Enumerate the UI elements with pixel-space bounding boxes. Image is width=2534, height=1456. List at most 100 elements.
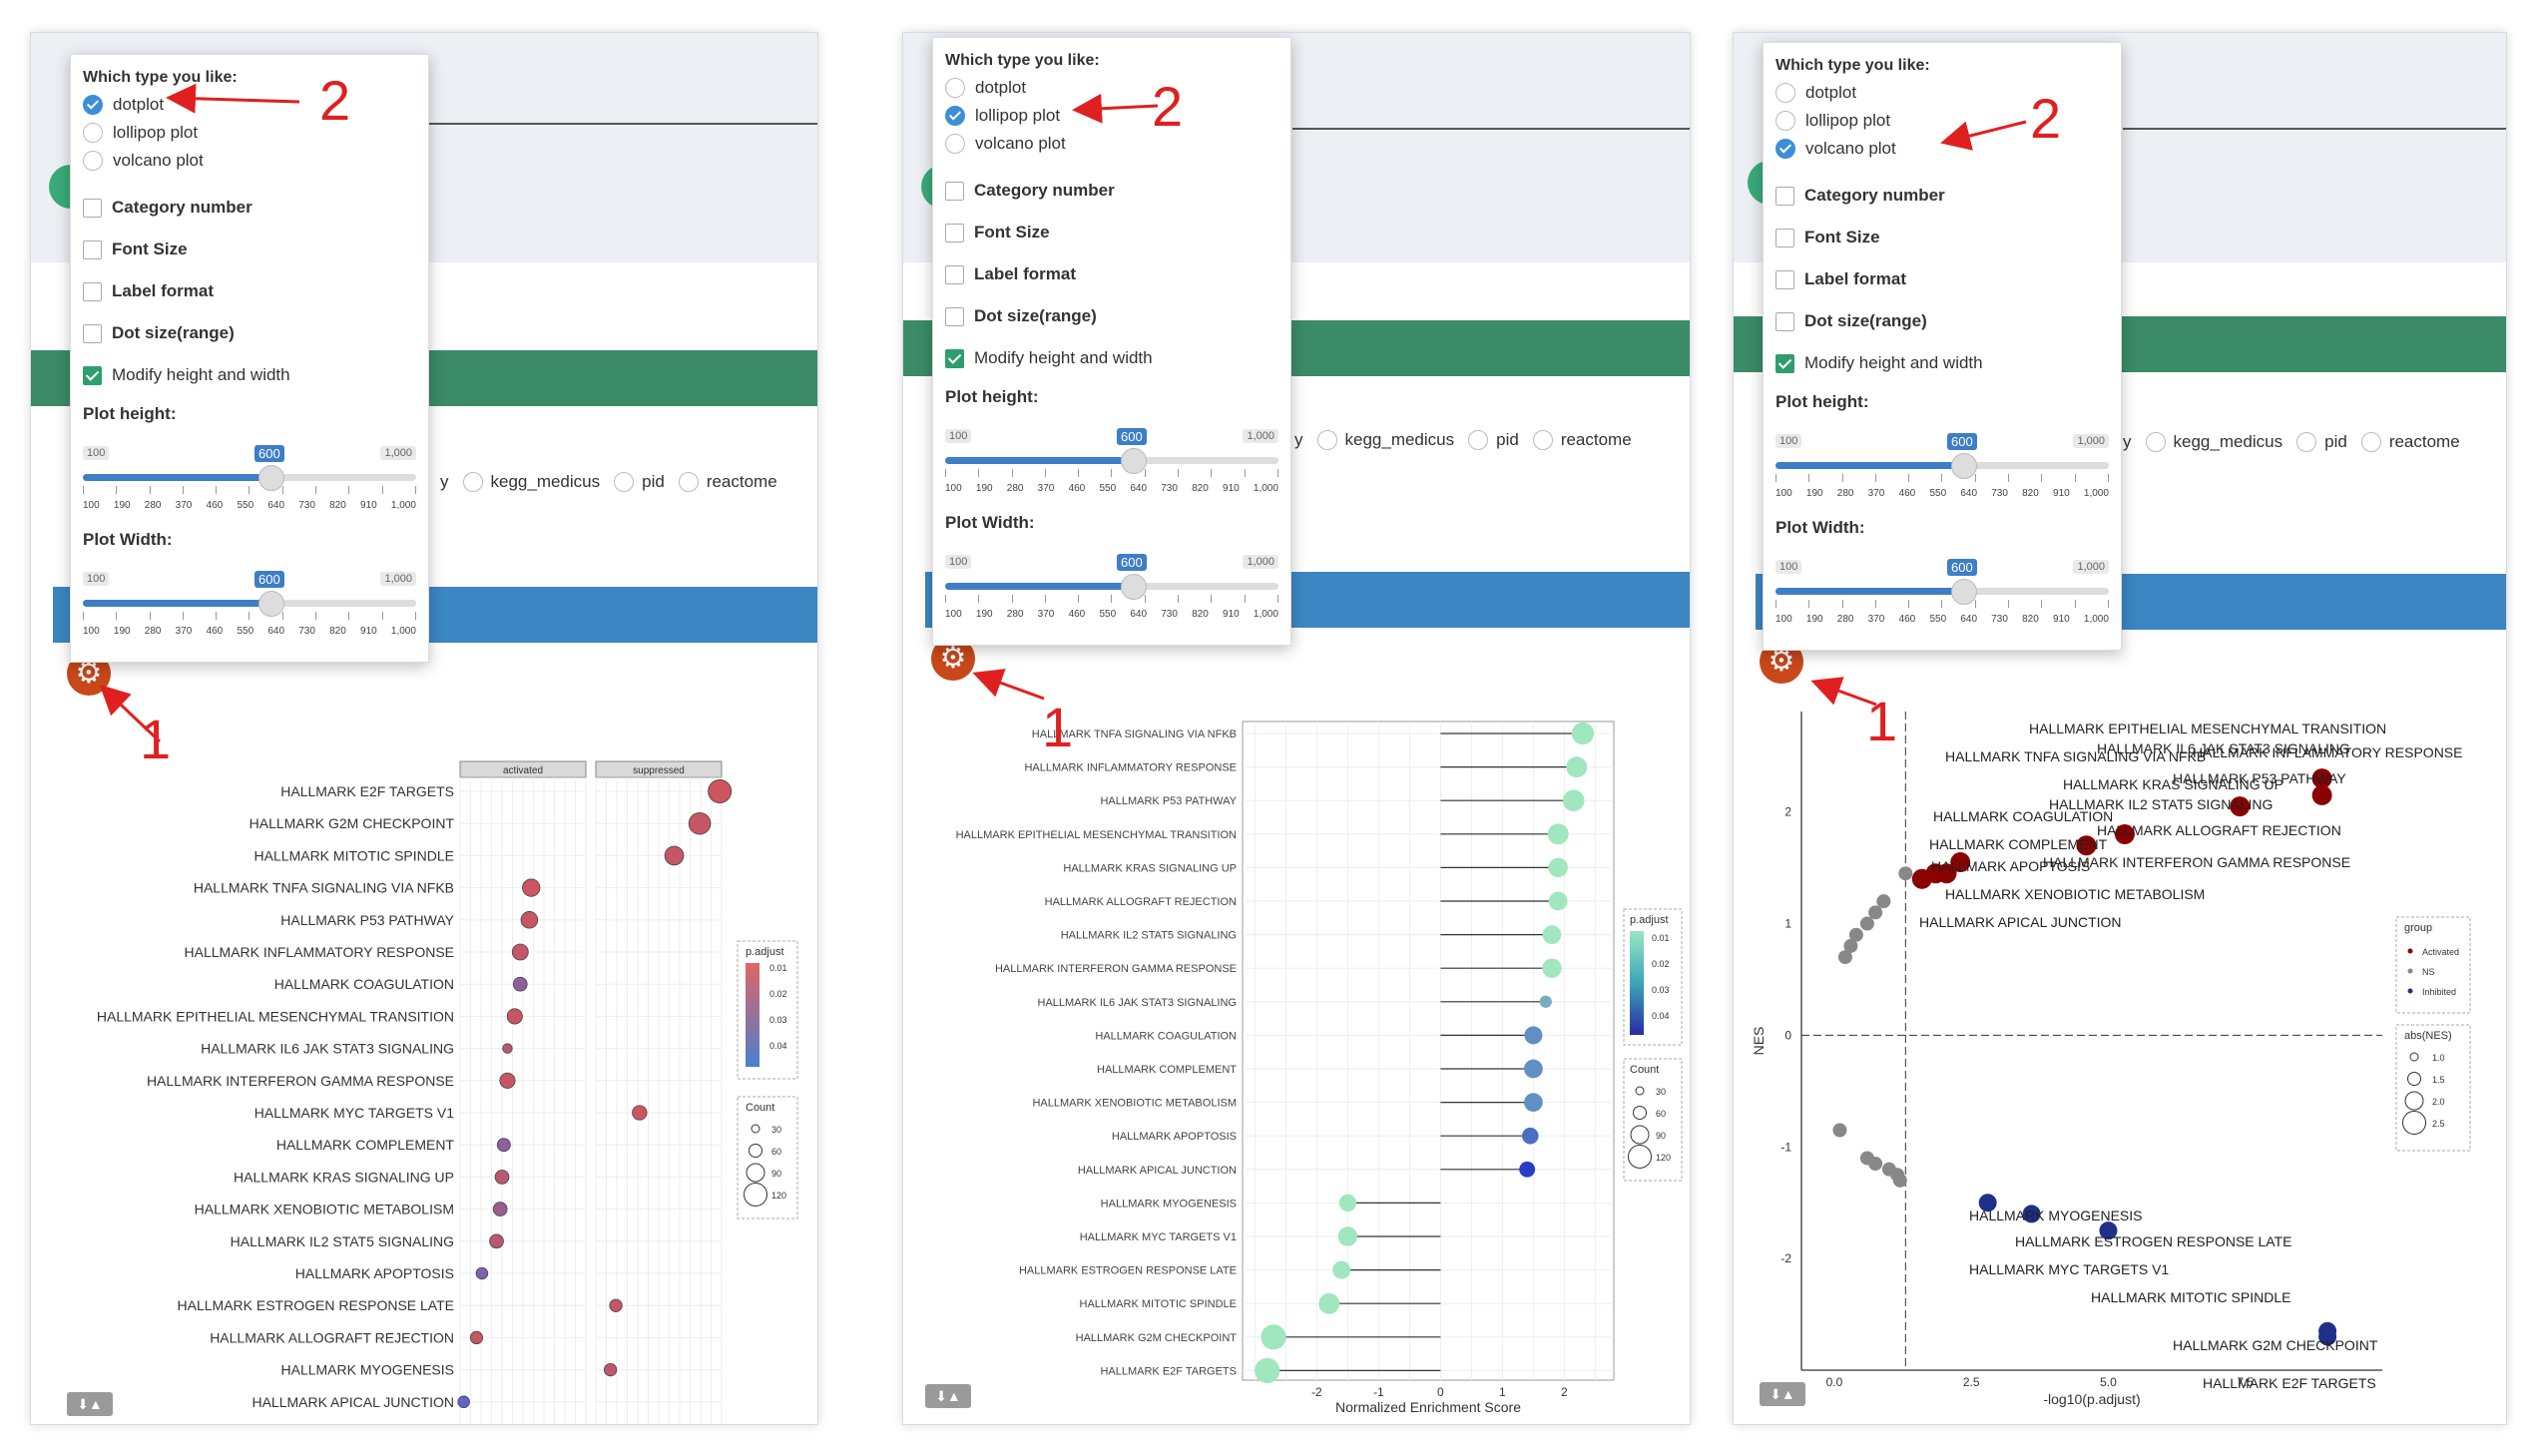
checkbox[interactable] bbox=[83, 198, 102, 218]
data-point bbox=[520, 911, 539, 929]
option-checkbox-0[interactable]: Category number bbox=[1775, 175, 2109, 217]
width-slider[interactable]: Plot Width: 100 1,000 600 100 190 280 370 460 550… bbox=[1775, 518, 2109, 636]
download-icon[interactable]: ⬇▲ bbox=[67, 1392, 113, 1416]
data-point bbox=[664, 845, 685, 866]
legend-tick: 0.01 bbox=[1652, 933, 1670, 943]
radio-pid[interactable] bbox=[1468, 430, 1489, 450]
slider-handle[interactable] bbox=[1121, 448, 1147, 474]
category-label: HALLMARK ESTROGEN RESPONSE LATE bbox=[178, 1297, 454, 1313]
option-checkbox-2[interactable]: Label format bbox=[945, 253, 1278, 295]
slider-ticks bbox=[83, 486, 416, 496]
type-option-0[interactable]: dotplot bbox=[945, 74, 1278, 102]
data-point bbox=[522, 878, 541, 897]
download-icon[interactable]: ⬇▲ bbox=[925, 1384, 971, 1408]
checkbox[interactable] bbox=[83, 365, 102, 385]
category-label: HALLMARK IL2 STAT5 SIGNALING bbox=[231, 1233, 454, 1249]
download-icon[interactable]: ⬇▲ bbox=[1760, 1382, 1805, 1406]
checkbox[interactable] bbox=[945, 181, 964, 201]
activated-point bbox=[2311, 768, 2332, 789]
option-checkbox-4[interactable]: Modify height and width bbox=[83, 354, 416, 396]
type-label: volcano plot bbox=[1805, 139, 1896, 158]
option-checkbox-0[interactable]: Category number bbox=[945, 170, 1278, 212]
data-point bbox=[489, 1233, 504, 1249]
height-slider[interactable]: Plot height: 100 1,000 600 100 190 280 370 460 55… bbox=[83, 404, 416, 522]
checkbox[interactable] bbox=[83, 281, 102, 301]
type-option-0[interactable]: dotplot bbox=[1775, 79, 2109, 107]
radio-kegg[interactable] bbox=[2145, 432, 2166, 452]
option-checkbox-3[interactable]: Dot size(range) bbox=[1775, 300, 2109, 342]
radio-pid[interactable] bbox=[614, 472, 635, 492]
category-label: HALLMARK G2M CHECKPOINT bbox=[250, 815, 455, 831]
option-checkbox-2[interactable]: Label format bbox=[1775, 258, 2109, 300]
type-option-2[interactable]: volcano plot bbox=[1775, 135, 2109, 163]
ns-point bbox=[1868, 905, 1883, 920]
option-checkbox-3[interactable]: Dot size(range) bbox=[945, 295, 1278, 337]
type-option-0[interactable]: dotplot bbox=[83, 91, 416, 119]
type-radio[interactable] bbox=[1775, 83, 1795, 103]
option-checkbox-0[interactable]: Category number bbox=[83, 187, 416, 229]
checkbox[interactable] bbox=[83, 323, 102, 343]
type-radio[interactable] bbox=[83, 123, 103, 143]
slider-handle[interactable] bbox=[1951, 453, 1977, 479]
slider-max: 1,000 bbox=[380, 446, 416, 460]
option-checkbox-2[interactable]: Label format bbox=[83, 270, 416, 312]
data-point bbox=[496, 1138, 511, 1153]
slider-label: Plot Width: bbox=[1775, 518, 1865, 537]
width-slider[interactable]: Plot Width: 100 1,000 600 100 190 280 370 460 550… bbox=[945, 513, 1278, 631]
radio-kegg[interactable] bbox=[462, 472, 483, 492]
checkbox[interactable] bbox=[1775, 228, 1794, 247]
type-radio[interactable] bbox=[83, 95, 103, 115]
slider-handle[interactable] bbox=[258, 591, 284, 617]
type-radio[interactable] bbox=[83, 151, 103, 171]
checkbox[interactable] bbox=[945, 264, 964, 284]
option-checkbox-4[interactable]: Modify height and width bbox=[1775, 342, 2109, 384]
type-radio[interactable] bbox=[945, 134, 965, 154]
db-label-pid: pid bbox=[1496, 430, 1519, 449]
checkbox[interactable] bbox=[945, 223, 964, 243]
type-option-1[interactable]: lollipop plot bbox=[1775, 107, 2109, 135]
data-point bbox=[502, 1043, 513, 1054]
checkbox[interactable] bbox=[1775, 186, 1794, 206]
slider-handle[interactable] bbox=[1951, 579, 1977, 605]
slider-max: 1,000 bbox=[1243, 555, 1278, 569]
option-checkbox-3[interactable]: Dot size(range) bbox=[83, 312, 416, 354]
option-checkbox-1[interactable]: Font Size bbox=[83, 229, 416, 270]
radio-reactome[interactable] bbox=[2360, 432, 2381, 452]
checkbox[interactable] bbox=[1775, 269, 1794, 289]
checkbox[interactable] bbox=[945, 348, 964, 368]
legend-tick: 30 bbox=[1656, 1087, 1666, 1097]
type-option-2[interactable]: volcano plot bbox=[83, 147, 416, 175]
slider-tick-labels: 100 190 280 370 460 550 640 730 820 910 1,000 bbox=[83, 500, 416, 511]
legend-tick: 120 bbox=[771, 1191, 786, 1201]
height-slider[interactable]: Plot height: 100 1,000 600 100 190 280 370 460 55… bbox=[945, 387, 1278, 505]
checkbox[interactable] bbox=[945, 306, 964, 326]
height-slider[interactable]: Plot height: 100 1,000 600 100 190 280 370 460 55… bbox=[1775, 392, 2109, 510]
legend-title: abs(NES) bbox=[2404, 1030, 2452, 1042]
option-checkbox-1[interactable]: Font Size bbox=[945, 212, 1278, 253]
checkbox[interactable] bbox=[83, 240, 102, 259]
slider-handle[interactable] bbox=[258, 465, 284, 491]
checkbox[interactable] bbox=[1775, 311, 1794, 331]
db-label-y: y bbox=[1294, 430, 1303, 449]
slider-handle[interactable] bbox=[1121, 574, 1147, 600]
radio-kegg[interactable] bbox=[1316, 430, 1337, 450]
option-checkbox-4[interactable]: Modify height and width bbox=[945, 337, 1278, 379]
option-checkbox-1[interactable]: Font Size bbox=[1775, 217, 2109, 258]
type-option-2[interactable]: volcano plot bbox=[945, 130, 1278, 158]
size-key bbox=[2409, 1052, 2419, 1062]
type-radio[interactable] bbox=[1775, 111, 1795, 131]
type-option-1[interactable]: lollipop plot bbox=[83, 119, 416, 147]
radio-pid[interactable] bbox=[2296, 432, 2317, 452]
radio-reactome[interactable] bbox=[1532, 430, 1553, 450]
type-radio[interactable] bbox=[945, 106, 965, 126]
radio-reactome[interactable] bbox=[678, 472, 699, 492]
type-option-1[interactable]: lollipop plot bbox=[945, 102, 1278, 130]
type-radio[interactable] bbox=[1775, 139, 1795, 159]
checkbox[interactable] bbox=[1775, 353, 1794, 373]
type-title: Which type you like: bbox=[1775, 57, 1930, 74]
lollipop-head bbox=[1522, 1127, 1539, 1145]
x-tick-label: 1 bbox=[1499, 1385, 1506, 1399]
type-radio[interactable] bbox=[945, 78, 965, 98]
category-label: HALLMARK ALLOGRAFT REJECTION bbox=[210, 1329, 454, 1345]
width-slider[interactable]: Plot Width: 100 1,000 600 100 190 280 370 460 550… bbox=[83, 530, 416, 648]
